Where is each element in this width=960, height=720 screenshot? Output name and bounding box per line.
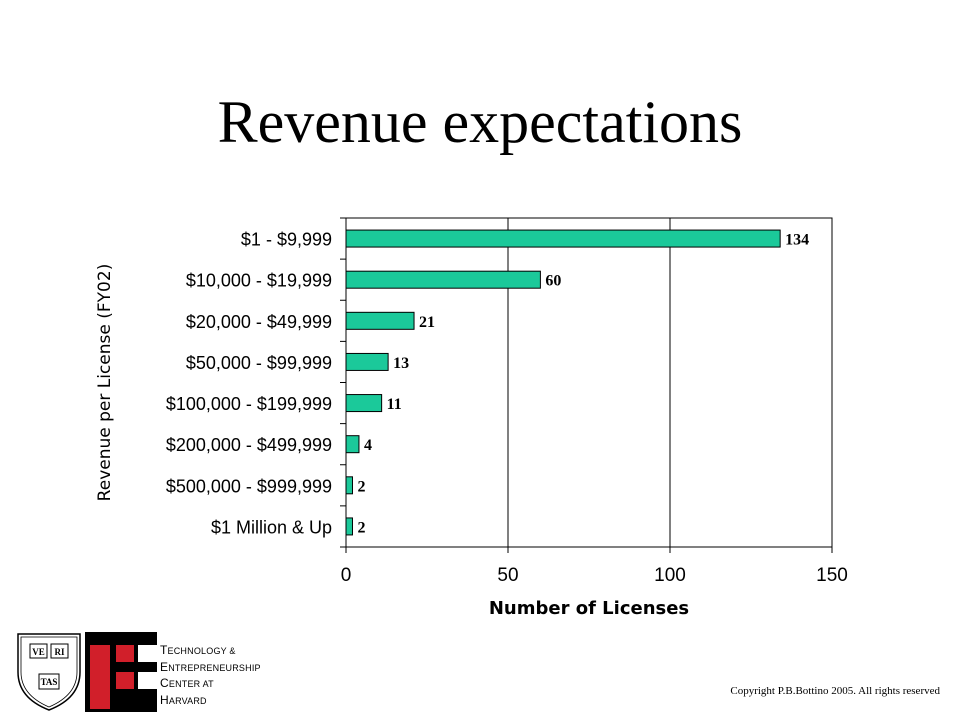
x-tick-label: 100 bbox=[654, 565, 686, 586]
tec-name-line: Entrepreneurship bbox=[160, 659, 261, 674]
category-label: $20,000 - $49,999 bbox=[186, 312, 332, 332]
category-label: $500,000 - $999,999 bbox=[166, 476, 332, 496]
category-label: $50,000 - $99,999 bbox=[186, 353, 332, 373]
category-label: $100,000 - $199,999 bbox=[166, 394, 332, 414]
data-label: 2 bbox=[357, 519, 365, 536]
data-label: 11 bbox=[387, 396, 402, 413]
bars bbox=[345, 229, 781, 536]
shield-word-2: RI bbox=[54, 647, 64, 657]
bar bbox=[345, 517, 353, 536]
x-tick-label: 0 bbox=[341, 565, 352, 586]
axes bbox=[340, 217, 833, 553]
data-label: 2 bbox=[357, 478, 365, 495]
shield-word-1: VE bbox=[32, 647, 45, 657]
data-label: 13 bbox=[393, 355, 409, 372]
logo-area: VE RI TAS bbox=[12, 632, 157, 717]
data-label: 21 bbox=[419, 314, 435, 331]
data-label: 134 bbox=[785, 232, 809, 249]
x-axis-title: Number of Licenses bbox=[489, 598, 689, 619]
tec-logo bbox=[85, 632, 157, 712]
tec-name: Technology & Entrepreneurship Center at Har… bbox=[160, 643, 261, 709]
bar bbox=[345, 270, 541, 289]
gridlines bbox=[507, 218, 833, 547]
bar bbox=[345, 352, 389, 371]
bar bbox=[345, 229, 781, 248]
data-label: 4 bbox=[364, 437, 372, 454]
x-tick-label: 50 bbox=[497, 565, 518, 586]
y-axis-title: Revenue per License (FY02) bbox=[95, 264, 115, 502]
tec-name-line: Harvard bbox=[160, 692, 207, 707]
bar bbox=[345, 394, 383, 413]
copyright-notice: Copyright P.B.Bottino 2005. All rights r… bbox=[730, 685, 940, 697]
logos: VE RI TAS bbox=[17, 632, 157, 712]
tec-name-line: Center at bbox=[160, 676, 214, 690]
category-label: $10,000 - $19,999 bbox=[186, 271, 332, 291]
bar bbox=[345, 476, 353, 495]
data-label: 60 bbox=[545, 273, 561, 290]
harvard-shield-logo: VE RI TAS bbox=[17, 633, 81, 711]
category-label: $200,000 - $499,999 bbox=[166, 435, 332, 455]
category-label: $1 - $9,999 bbox=[241, 230, 332, 250]
shield-word-3: TAS bbox=[41, 677, 58, 687]
x-tick-label: 150 bbox=[816, 565, 848, 586]
labels: 0 50 100 150$1 - $9,999 134$10,000 - $19,999… bbox=[166, 230, 848, 586]
tec-name-line: Technology & bbox=[160, 643, 236, 657]
bar bbox=[345, 435, 360, 454]
bar bbox=[345, 311, 415, 330]
category-label: $1 Million & Up bbox=[211, 517, 332, 537]
slide-title: Revenue expectations bbox=[217, 89, 743, 155]
plot-frame bbox=[345, 217, 833, 548]
